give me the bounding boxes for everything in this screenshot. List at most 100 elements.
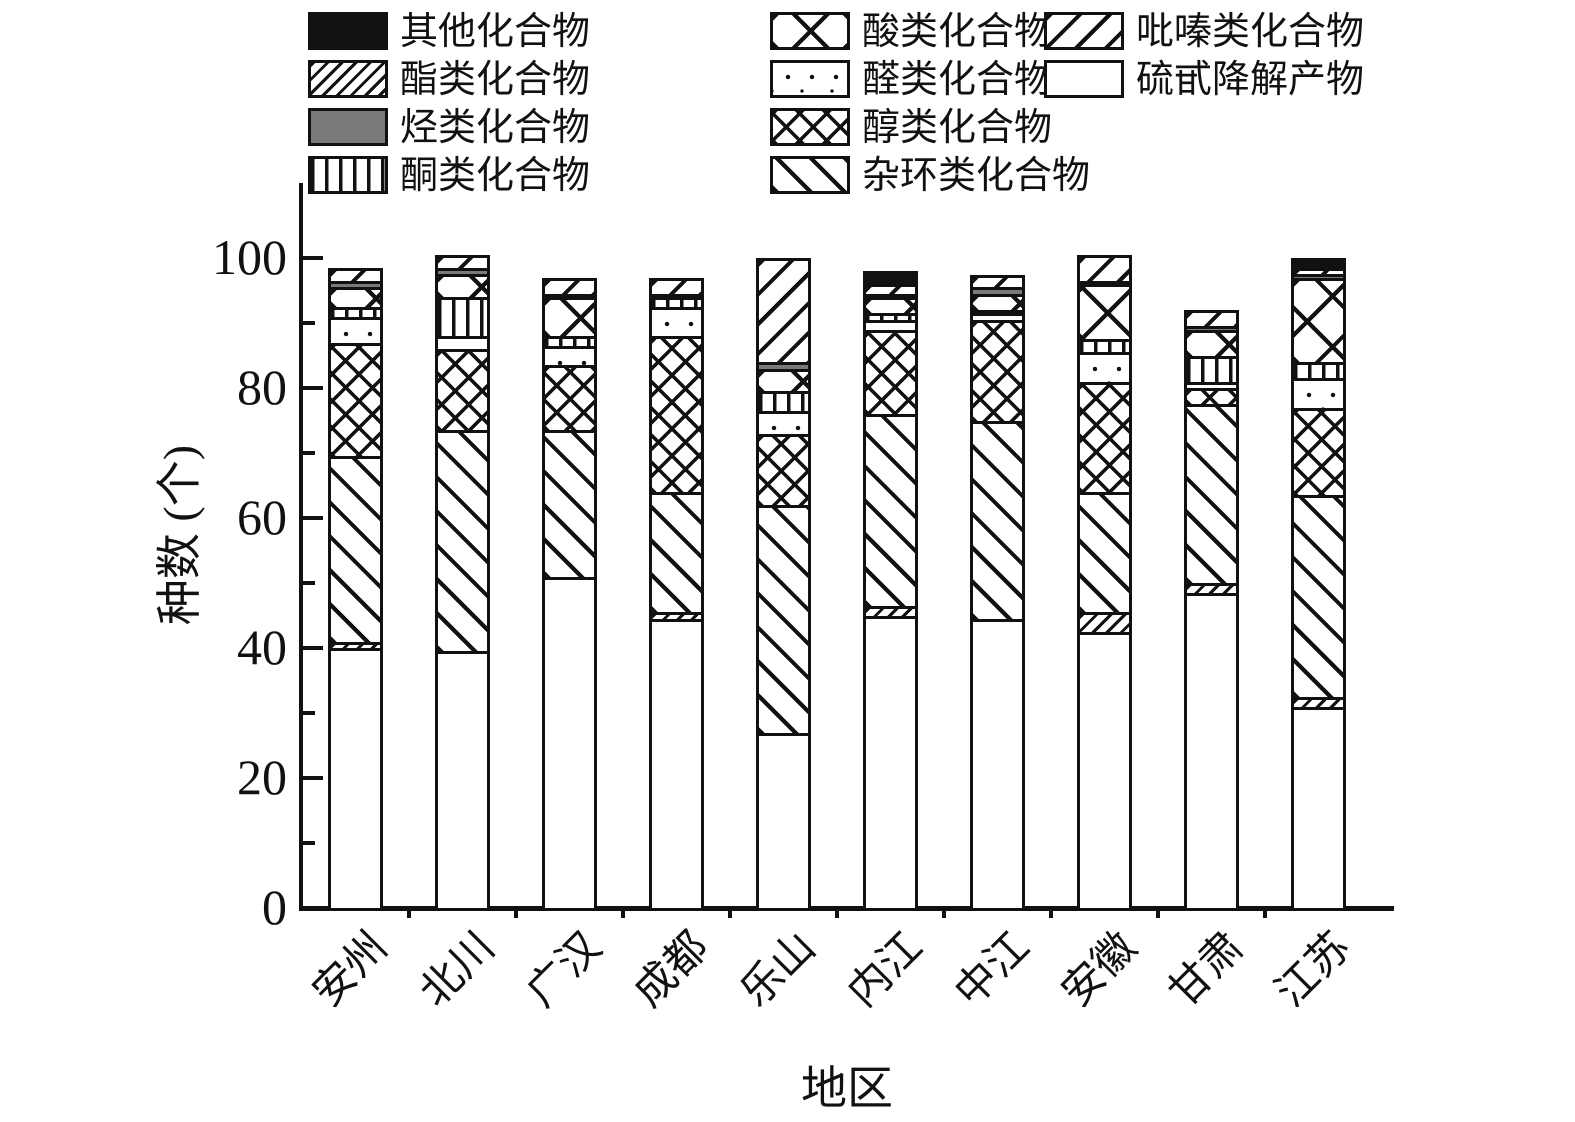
legend-swatch-diag-forward-dense bbox=[308, 60, 388, 98]
y-major-tick bbox=[302, 646, 323, 650]
bar-segment-酮类化合物 bbox=[759, 391, 808, 411]
bar-segment-酸类化合物 bbox=[1080, 284, 1129, 340]
bar-segment-醛类化合物 bbox=[759, 410, 808, 434]
bar-segment-杂环类化合物 bbox=[866, 414, 915, 606]
bar-segment-烃类化合物 bbox=[759, 362, 808, 369]
bar-segment-醛类化合物 bbox=[1187, 381, 1236, 388]
bar-segment-醇类化合物 bbox=[759, 433, 808, 505]
bar-乐山 bbox=[756, 258, 811, 911]
bar-segment-醇类化合物 bbox=[545, 365, 594, 431]
bar-成都 bbox=[649, 277, 704, 911]
bar-segment-酮类化合物 bbox=[1294, 362, 1343, 379]
bar-segment-杂环类化合物 bbox=[759, 505, 808, 733]
bar-segment-杂环类化合物 bbox=[1080, 492, 1129, 613]
bar-segment-吡嗪类化合物 bbox=[652, 280, 701, 294]
legend-label: 吡嗪类化合物 bbox=[1136, 11, 1365, 53]
bar-segment-硫甙降解产物 bbox=[545, 576, 594, 908]
x-minor-tick bbox=[942, 908, 946, 918]
bar-segment-酸类化合物 bbox=[759, 368, 808, 392]
bar-segment-吡嗪类化合物 bbox=[438, 258, 487, 268]
bar-segment-醛类化合物 bbox=[331, 316, 380, 343]
bar-甘肃 bbox=[1184, 310, 1239, 911]
legend-label: 酯类化合物 bbox=[400, 59, 591, 101]
legend-label: 其他化合物 bbox=[400, 11, 591, 53]
bar-segment-酸类化合物 bbox=[973, 293, 1022, 310]
bar-segment-酯类化合物 bbox=[1187, 583, 1236, 593]
bar-segment-醇类化合物 bbox=[1187, 388, 1236, 405]
x-minor-tick bbox=[1156, 908, 1160, 918]
bar-segment-硫甙降解产物 bbox=[1080, 631, 1129, 908]
bar-segment-醛类化合物 bbox=[545, 345, 594, 366]
bar-segment-酮类化合物 bbox=[438, 297, 487, 336]
legend-swatch-solid-gray bbox=[308, 108, 388, 146]
bar-segment-酯类化合物 bbox=[331, 641, 380, 648]
legend-swatch-diag-back bbox=[770, 156, 850, 194]
bar-segment-酮类化合物 bbox=[973, 310, 1022, 314]
x-minor-tick bbox=[407, 908, 411, 918]
bar-segment-烃类化合物 bbox=[1294, 274, 1343, 278]
legend-label: 醛类化合物 bbox=[862, 59, 1053, 101]
bar-segment-醇类化合物 bbox=[331, 342, 380, 457]
y-minor-tick bbox=[302, 711, 315, 715]
bar-segment-杂环类化合物 bbox=[973, 420, 1022, 619]
bar-中江 bbox=[970, 274, 1025, 911]
bar-segment-醛类化合物 bbox=[866, 319, 915, 330]
bar-segment-吡嗪类化合物 bbox=[1294, 267, 1343, 275]
bar-segment-酮类化合物 bbox=[652, 297, 701, 307]
bar-segment-烃类化合物 bbox=[1080, 280, 1129, 284]
x-minor-tick bbox=[835, 908, 839, 918]
bar-segment-烃类化合物 bbox=[545, 293, 594, 297]
bar-segment-杂环类化合物 bbox=[331, 456, 380, 642]
bar-segment-酸类化合物 bbox=[866, 297, 915, 314]
bar-segment-醇类化合物 bbox=[1080, 381, 1129, 492]
bar-segment-杂环类化合物 bbox=[438, 430, 487, 652]
y-major-tick bbox=[302, 776, 323, 780]
y-minor-tick bbox=[302, 581, 315, 585]
legend-swatch-diag-forward-sparse bbox=[1044, 12, 1124, 50]
bar-segment-硫甙降解产物 bbox=[438, 651, 487, 908]
bar-segment-烃类化合物 bbox=[1187, 326, 1236, 330]
bar-segment-酯类化合物 bbox=[652, 612, 701, 619]
y-major-tick bbox=[302, 256, 323, 260]
bar-segment-酮类化合物 bbox=[331, 306, 380, 317]
y-axis-title: 种数 (个) bbox=[154, 444, 205, 626]
bar-segment-杂环类化合物 bbox=[1294, 495, 1343, 697]
bar-segment-醇类化合物 bbox=[1294, 407, 1343, 496]
bar-segment-酮类化合物 bbox=[545, 336, 594, 346]
bar-安徽 bbox=[1077, 255, 1132, 911]
bar-segment-醛类化合物 bbox=[1080, 352, 1129, 382]
bar-segment-醇类化合物 bbox=[438, 349, 487, 431]
bar-segment-硫甙降解产物 bbox=[973, 618, 1022, 908]
legend-swatch-crosshatch-open bbox=[770, 12, 850, 50]
legend-label: 杂环类化合物 bbox=[862, 155, 1091, 197]
y-minor-tick bbox=[302, 841, 315, 845]
bar-segment-硫甙降解产物 bbox=[652, 618, 701, 908]
bar-segment-烃类化合物 bbox=[652, 293, 701, 297]
legend-label: 酮类化合物 bbox=[400, 155, 591, 197]
y-major-tick bbox=[302, 516, 323, 520]
x-axis-line bbox=[299, 906, 1394, 911]
bar-segment-吡嗪类化合物 bbox=[545, 280, 594, 294]
bar-segment-酮类化合物 bbox=[1187, 355, 1236, 382]
bar-segment-醇类化合物 bbox=[973, 319, 1022, 421]
bar-segment-醛类化合物 bbox=[973, 313, 1022, 320]
bar-segment-酸类化合物 bbox=[1294, 277, 1343, 362]
bar-segment-吡嗪类化合物 bbox=[1080, 258, 1129, 281]
bar-segment-醇类化合物 bbox=[866, 329, 915, 414]
y-tick-label: 100 bbox=[212, 229, 287, 285]
bar-segment-硫甙降解产物 bbox=[1187, 592, 1236, 908]
x-minor-tick bbox=[1049, 908, 1053, 918]
legend-swatch-vertical-lines bbox=[308, 156, 388, 194]
x-axis-title: 地区 bbox=[801, 1063, 893, 1114]
y-tick-label: 40 bbox=[237, 619, 287, 675]
bar-segment-硫甙降解产物 bbox=[866, 615, 915, 908]
bar-segment-吡嗪类化合物 bbox=[331, 271, 380, 281]
y-major-tick bbox=[302, 906, 323, 910]
y-tick-label: 60 bbox=[237, 489, 287, 545]
legend-swatch-solid-black bbox=[308, 12, 388, 50]
bar-广汉 bbox=[542, 277, 597, 911]
y-tick-label: 80 bbox=[237, 359, 287, 415]
bar-segment-吡嗪类化合物 bbox=[973, 277, 1022, 288]
bar-segment-醛类化合物 bbox=[1294, 378, 1343, 408]
